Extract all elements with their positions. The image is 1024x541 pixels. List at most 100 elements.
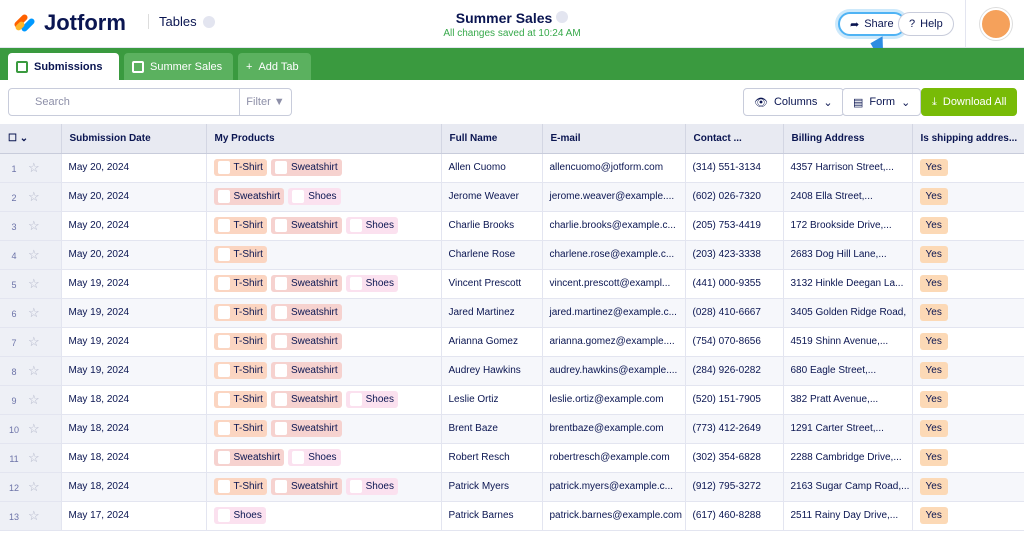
cell: allencuomo@jotform.com	[542, 153, 685, 182]
product-thumb	[350, 277, 362, 290]
row-header: 11☆	[0, 443, 61, 472]
address: 2408 Ella Street,...	[791, 191, 873, 202]
cell: robertresch@example.com	[542, 443, 685, 472]
column-header[interactable]: Is shipping addres...	[912, 124, 1024, 153]
column-header[interactable]: Submission Date	[61, 124, 206, 153]
row-header: 5☆	[0, 269, 61, 298]
product-chip: T-Shirt	[214, 159, 267, 176]
cell: (773) 412-2649	[685, 414, 783, 443]
star-icon[interactable]: ☆	[28, 508, 40, 523]
product-thumb	[275, 422, 287, 435]
cell: T-Shirt Sweatshirt	[206, 356, 441, 385]
star-icon[interactable]: ☆	[28, 392, 40, 407]
product-thumb	[350, 219, 362, 232]
download-label: Download All	[943, 96, 1007, 108]
cell: Yes	[912, 153, 1024, 182]
product-chip: Sweatshirt	[214, 188, 285, 205]
cell: T-ShirtSweatshirtShoes	[206, 269, 441, 298]
email: audrey.hawkins@example....	[550, 365, 678, 376]
cell: (441) 000-9355	[685, 269, 783, 298]
search-input[interactable]: Search	[8, 88, 240, 116]
cell: May 20, 2024	[61, 182, 206, 211]
cell: Patrick Myers	[441, 472, 542, 501]
column-title: Submission Date	[70, 133, 151, 144]
star-icon[interactable]: ☆	[28, 189, 40, 204]
star-icon[interactable]: ☆	[28, 247, 40, 262]
table-row: 1☆May 20, 2024T-ShirtSweatshirtAllen Cuo…	[0, 153, 1024, 182]
form-label: Form	[869, 96, 895, 108]
table-row: 11☆May 18, 2024SweatshirtShoesRobert Res…	[0, 443, 1024, 472]
avatar[interactable]	[980, 8, 1012, 40]
form-button[interactable]: ▤ Form ⌄	[842, 88, 921, 116]
star-icon[interactable]: ☆	[28, 305, 40, 320]
select-all[interactable]: ☐ ⌄	[0, 124, 61, 153]
cell: May 19, 2024	[61, 356, 206, 385]
share-button[interactable]: ➦ Share	[838, 12, 906, 36]
cell: 2408 Ella Street,...	[783, 182, 912, 211]
column-header[interactable]: Contact ...	[685, 124, 783, 153]
star-icon[interactable]: ☆	[28, 334, 40, 349]
cell: jerome.weaver@example....	[542, 182, 685, 211]
star-icon[interactable]: ☆	[28, 421, 40, 436]
row-header: 12☆	[0, 472, 61, 501]
column-title: E-mail	[551, 133, 581, 144]
star-icon[interactable]: ☆	[28, 363, 40, 378]
product-chip: T-Shirt	[214, 391, 267, 408]
product-chip: Shoes	[346, 217, 398, 234]
row-number: 8	[0, 367, 28, 377]
row-number: 3	[0, 222, 28, 232]
name: Allen Cuomo	[449, 162, 506, 173]
address: 2683 Dog Hill Lane,...	[791, 249, 887, 260]
product-name: Shoes	[366, 220, 394, 231]
star-icon[interactable]: ☆	[28, 276, 40, 291]
filter-button[interactable]: Filter ▼	[240, 88, 292, 116]
cell: patrick.barnes@example.com	[542, 501, 685, 530]
column-header[interactable]: E-mail	[542, 124, 685, 153]
help-button[interactable]: ? Help	[898, 12, 954, 36]
cell: Jared Martinez	[441, 298, 542, 327]
shipping-chip: Yes	[920, 275, 948, 292]
star-icon[interactable]: ☆	[28, 218, 40, 233]
cell: brentbaze@example.com	[542, 414, 685, 443]
column-header[interactable]: Full Name	[441, 124, 542, 153]
email: brentbaze@example.com	[550, 423, 664, 434]
column-title: My Products	[215, 133, 275, 144]
star-icon[interactable]: ☆	[28, 160, 40, 175]
columns-button[interactable]: 👁 Columns ⌄	[743, 88, 844, 116]
tab[interactable]: Submissions	[8, 53, 119, 80]
product-name: T-Shirt	[234, 365, 263, 376]
product-thumb	[350, 393, 362, 406]
product-name: Sweatshirt	[291, 336, 338, 347]
phone: (441) 000-9355	[693, 278, 761, 289]
cell: SweatshirtShoes	[206, 182, 441, 211]
address: 2288 Cambridge Drive,...	[791, 452, 902, 463]
product-thumb	[218, 364, 230, 377]
cell: (203) 423-3338	[685, 240, 783, 269]
product-name: T-Shirt	[234, 162, 263, 173]
download-button[interactable]: ⤓ Download All	[921, 88, 1017, 116]
product-thumb	[218, 451, 230, 464]
shipping-chip: Yes	[920, 217, 948, 234]
cell: Brent Baze	[441, 414, 542, 443]
cell: vincent.prescott@exampl...	[542, 269, 685, 298]
product-name: Shoes	[234, 510, 262, 521]
column-header[interactable]: Billing Address	[783, 124, 912, 153]
cell: T-Shirt Sweatshirt	[206, 153, 441, 182]
cell: T-ShirtSweatshirt	[206, 327, 441, 356]
product-name: Sweatshirt	[234, 191, 281, 202]
product-chip: Sweatshirt	[271, 362, 342, 379]
product-thumb	[275, 393, 287, 406]
cell: (205) 753-4419	[685, 211, 783, 240]
name: Charlie Brooks	[449, 220, 515, 231]
product-name: Sweatshirt	[291, 162, 338, 173]
add-tab[interactable]: + Add Tab	[238, 53, 311, 80]
product-name: Sweatshirt	[291, 481, 338, 492]
tab[interactable]: Summer Sales	[124, 53, 233, 80]
cell: 3132 Hinkle Deegan La...	[783, 269, 912, 298]
cell: 2288 Cambridge Drive,...	[783, 443, 912, 472]
row-number: 4	[0, 251, 28, 261]
column-header[interactable]: My Products	[206, 124, 441, 153]
star-icon[interactable]: ☆	[28, 479, 40, 494]
name: Jared Martinez	[449, 307, 515, 318]
star-icon[interactable]: ☆	[28, 450, 40, 465]
